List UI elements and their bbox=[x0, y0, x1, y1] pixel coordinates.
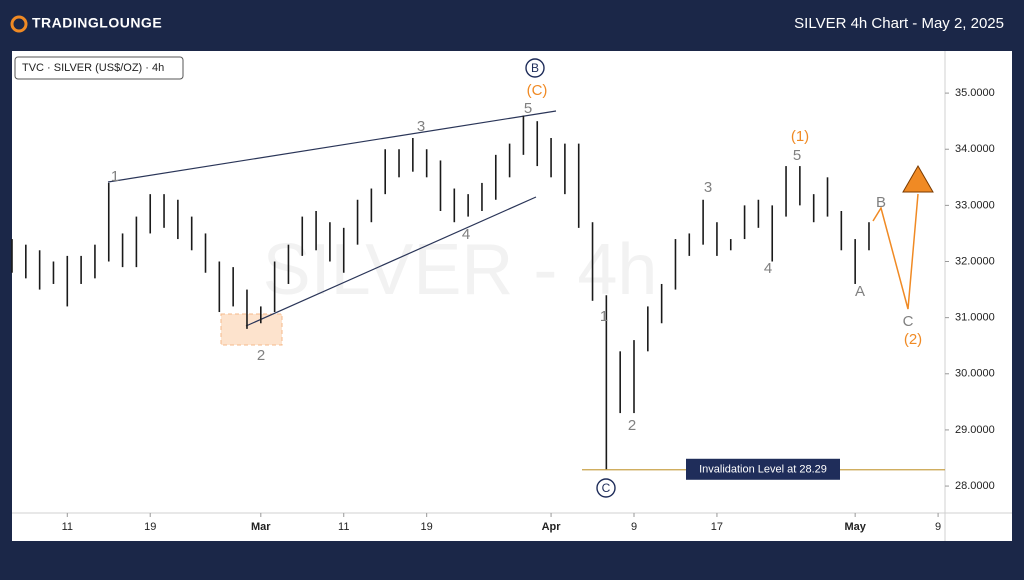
wave-label: 2 bbox=[628, 417, 636, 434]
wave-label: (1) bbox=[791, 128, 809, 145]
wave-label: 3 bbox=[417, 118, 425, 135]
wave-label: 4 bbox=[462, 226, 470, 243]
wave-circle bbox=[525, 58, 545, 78]
wave-label: B bbox=[876, 194, 886, 211]
y-tick-label: 31.0000 bbox=[955, 312, 995, 324]
header-title: SILVER 4h Chart - May 2, 2025 bbox=[794, 15, 1004, 32]
x-tick-label: Mar bbox=[251, 521, 271, 533]
y-tick-label: 35.0000 bbox=[955, 87, 995, 99]
wave-label: 3 bbox=[704, 179, 712, 196]
projection-arrow bbox=[902, 164, 934, 193]
legend: TVC · SILVER (US$/OZ) · 4h bbox=[22, 62, 164, 74]
y-tick-label: 32.0000 bbox=[955, 255, 995, 267]
y-tick-label: 30.0000 bbox=[955, 368, 995, 380]
wave-label: (C) bbox=[527, 82, 548, 99]
highlight-zone bbox=[220, 313, 283, 346]
x-tick-label: May bbox=[844, 521, 866, 533]
y-tick-label: 34.0000 bbox=[955, 143, 995, 155]
x-tick-label: 17 bbox=[711, 521, 723, 533]
wave-label: B bbox=[531, 61, 539, 75]
x-tick-label: 11 bbox=[62, 521, 73, 533]
wave-label: 1 bbox=[111, 168, 119, 185]
trendline bbox=[107, 110, 557, 183]
wave-label: C bbox=[602, 481, 611, 495]
wave-label: 1 bbox=[600, 308, 608, 325]
x-tick-label: 9 bbox=[631, 521, 637, 533]
wave-label: 2 bbox=[257, 347, 265, 364]
logo: TradingLounge bbox=[32, 15, 162, 31]
invalidation-label: Invalidation Level at 28.29 bbox=[699, 464, 827, 476]
wave-label: C bbox=[903, 313, 914, 330]
logo-icon bbox=[10, 15, 28, 33]
wave-label: 5 bbox=[793, 147, 801, 164]
x-tick-label: 9 bbox=[935, 521, 941, 533]
trendline bbox=[245, 196, 537, 327]
wave-label: A bbox=[855, 283, 865, 300]
projection-path bbox=[872, 193, 919, 310]
wave-label: 5 bbox=[524, 100, 532, 117]
x-tick-label: 19 bbox=[421, 521, 433, 533]
x-tick-label: 19 bbox=[144, 521, 156, 533]
y-tick-label: 28.0000 bbox=[955, 480, 995, 492]
x-tick-label: Apr bbox=[542, 521, 562, 533]
y-tick-label: 33.0000 bbox=[955, 199, 995, 211]
watermark: SILVER - 4h bbox=[263, 230, 658, 310]
legend-box bbox=[14, 56, 184, 80]
y-tick-label: 29.0000 bbox=[955, 424, 995, 436]
wave-circle bbox=[596, 478, 616, 498]
wave-label: (2) bbox=[904, 331, 922, 348]
invalidation-label-box bbox=[686, 458, 840, 480]
x-tick-label: 11 bbox=[338, 521, 349, 533]
wave-label: 4 bbox=[764, 260, 772, 277]
plot-area bbox=[12, 51, 1012, 541]
